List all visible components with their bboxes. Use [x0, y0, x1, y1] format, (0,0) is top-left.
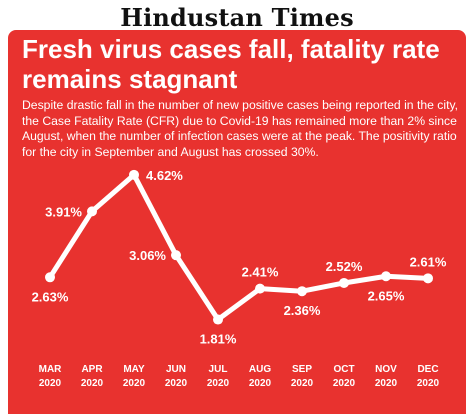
data-point — [381, 271, 391, 282]
x-tick-month: NOV — [375, 364, 397, 375]
x-tick-month: MAY — [123, 364, 145, 375]
data-point — [129, 169, 139, 180]
x-tick-month: OCT — [333, 364, 354, 375]
data-label: 4.62% — [146, 168, 183, 183]
x-tick-year: 2020 — [333, 378, 356, 389]
data-point — [297, 286, 307, 297]
x-tick-year: 2020 — [123, 378, 146, 389]
x-tick-year: 2020 — [417, 378, 440, 389]
x-tick-year: 2020 — [39, 378, 62, 389]
x-tick-year: 2020 — [291, 378, 314, 389]
masthead-logo: Hindustan Times — [120, 3, 354, 32]
chart-subtitle: Despite drastic fall in the number of ne… — [22, 98, 459, 159]
x-tick-month: AUG — [249, 364, 271, 375]
data-point — [255, 283, 265, 294]
x-tick-month: APR — [81, 364, 103, 375]
data-label: 3.91% — [45, 204, 82, 219]
x-tick-year: 2020 — [165, 378, 188, 389]
data-label: 2.52% — [326, 259, 363, 274]
x-tick-year: 2020 — [207, 378, 230, 389]
x-tick-year: 2020 — [375, 378, 398, 389]
x-tick-month: MAR — [39, 364, 63, 375]
data-label: 1.81% — [200, 332, 237, 347]
series-line — [47, 172, 431, 323]
x-tick-month: SEP — [292, 364, 312, 375]
x-tick-month: DEC — [417, 364, 438, 375]
x-tick-year: 2020 — [81, 378, 104, 389]
data-point — [45, 272, 55, 283]
data-label: 2.41% — [242, 265, 279, 280]
x-tick-month: JUN — [166, 364, 186, 375]
data-label: 3.06% — [129, 248, 166, 263]
data-point — [171, 250, 181, 261]
data-label: 2.36% — [284, 303, 321, 318]
data-label: 2.61% — [410, 254, 447, 269]
data-point — [339, 277, 349, 288]
data-point — [423, 273, 433, 284]
data-label: 2.63% — [32, 289, 69, 304]
data-label: 2.65% — [368, 288, 405, 303]
data-point — [87, 206, 97, 217]
x-tick-year: 2020 — [249, 378, 272, 389]
data-point — [213, 314, 223, 325]
x-tick-month: JUL — [209, 364, 228, 375]
chart-title: Fresh virus cases fall, fatality rate re… — [22, 34, 440, 94]
